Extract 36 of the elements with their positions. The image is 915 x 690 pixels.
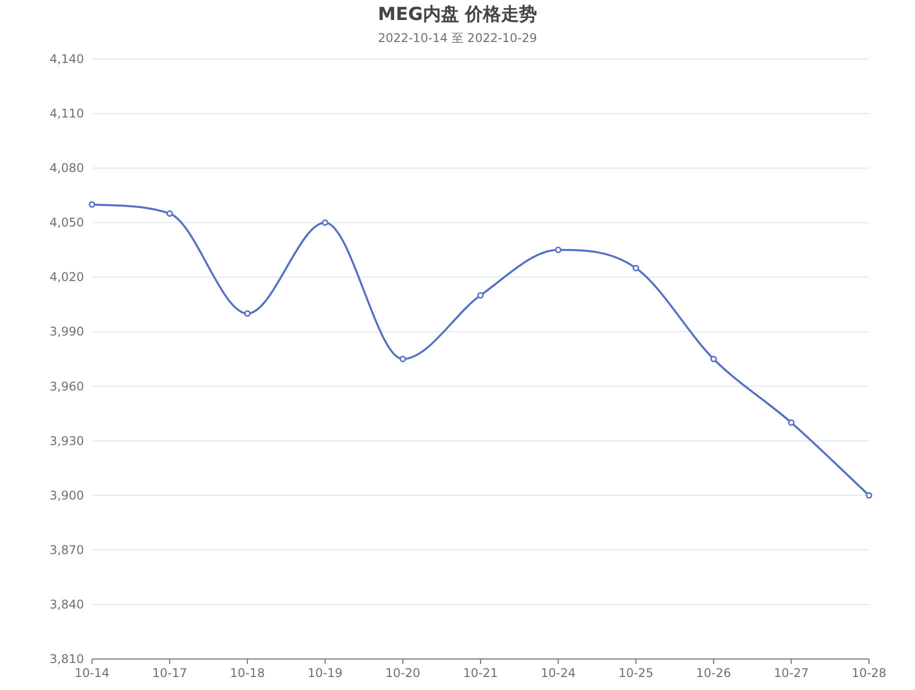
point — [632, 264, 640, 272]
y-tick-label: 3,840 — [50, 597, 84, 612]
x-tick-label: 10-24 — [540, 666, 576, 680]
point — [477, 292, 484, 299]
y-tick-label: 4,140 — [50, 52, 84, 66]
point — [244, 310, 251, 317]
y-tick-label: 3,930 — [50, 434, 84, 448]
point — [322, 219, 328, 226]
y-tick-label: 3,870 — [50, 542, 84, 557]
y-tick-label: 3,810 — [50, 652, 84, 666]
point — [710, 356, 717, 362]
y-tick-label: 3,960 — [50, 379, 84, 394]
chart-subtitle: 2022-10-14 至 2022-10-29 — [378, 31, 538, 45]
x-tick-label: 10-14 — [74, 666, 110, 680]
y-tick-label: 4,080 — [50, 161, 84, 176]
point — [166, 210, 173, 217]
x-tick-label: 10-28 — [852, 666, 886, 680]
x-tick-label: 10-25 — [618, 666, 654, 680]
y-tick-label: 3,990 — [50, 324, 84, 339]
x-tick-label: 10-17 — [152, 666, 188, 680]
point — [88, 201, 96, 208]
point — [400, 356, 406, 362]
point — [866, 492, 872, 499]
x-tick-label: 10-19 — [308, 666, 343, 680]
x-tick-label: 10-26 — [696, 666, 732, 680]
point — [788, 419, 795, 426]
y-tick-label: 3,900 — [50, 488, 84, 502]
chart-title: MEG内盘 价格走势 — [378, 4, 538, 25]
x-tick-label: 10-18 — [230, 666, 265, 680]
y-tick-label: 4,050 — [50, 216, 84, 230]
x-tick-label: 10-20 — [385, 666, 420, 680]
y-tick-label: 4,020 — [50, 270, 84, 284]
point — [554, 246, 562, 254]
x-tick-label: 10-27 — [774, 666, 809, 680]
y-tick-label: 4,110 — [50, 106, 84, 121]
x-tick-label: 10-21 — [463, 666, 498, 680]
